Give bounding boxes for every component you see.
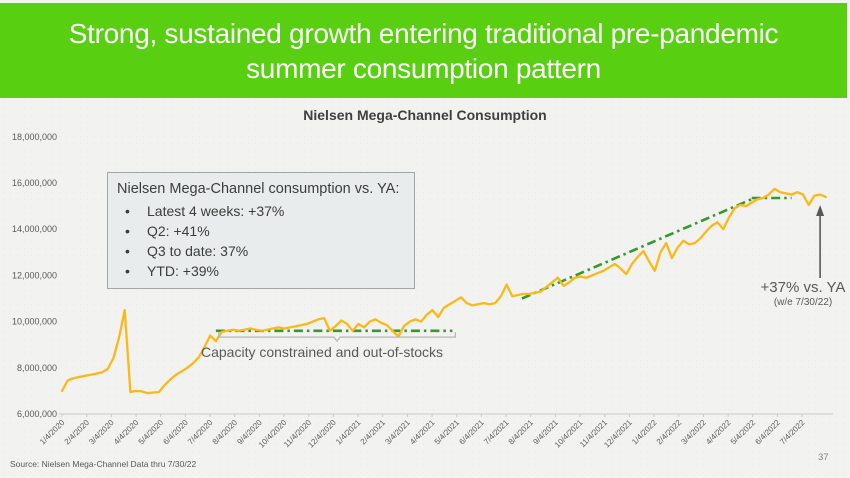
capacity-bracket <box>218 332 456 343</box>
x-axis-label: 7/4/2021 <box>482 418 511 447</box>
x-axis-label: 6/4/2020 <box>161 418 190 447</box>
capacity-annotation-label: Capacity constrained and out-of-stocks <box>201 344 444 360</box>
x-axis-label: 5/4/2021 <box>433 418 462 447</box>
x-axis-label: 4/4/2022 <box>704 418 733 447</box>
x-axis-label: 6/4/2022 <box>753 418 782 447</box>
summary-box-title: Nielsen Mega-Channel consumption vs. YA: <box>117 181 400 197</box>
ya-callout-value: +37% vs. YA <box>760 279 846 296</box>
summary-bullet: • Latest 4 weeks: +37% <box>117 201 405 221</box>
x-axis-label: 1/4/2020 <box>38 418 67 447</box>
x-axis-label: 3/4/2022 <box>679 418 708 447</box>
ya-callout-week: (w/e 7/30/22) <box>773 297 833 308</box>
y-axis-label: 10,000,000 <box>12 317 57 327</box>
x-axis-label: 5/4/2022 <box>729 418 758 447</box>
summary-bullet-list: • Latest 4 weeks: +37% • Q2: +41% • Q3 to dat… <box>117 201 405 281</box>
x-axis-label: 2/4/2020 <box>63 418 92 447</box>
page-number: 37 <box>818 452 829 463</box>
y-axis-label: 12,000,000 <box>12 270 57 280</box>
x-axis-label: 1/4/2022 <box>630 418 659 447</box>
summary-bullet: • Q2: +41% <box>117 221 405 241</box>
x-axis-label: 5/4/2020 <box>137 418 166 447</box>
x-axis-label: 8/4/2020 <box>211 418 240 447</box>
x-axis-label: 7/4/2020 <box>186 418 215 447</box>
trend-line-segment <box>521 198 753 300</box>
x-axis-label: 1/4/2021 <box>334 418 363 447</box>
x-axis-label: 3/4/2020 <box>87 418 116 447</box>
summary-bullet-text: Q3 to date: 37% <box>147 243 249 259</box>
ya-callout: +37% vs. YA (w/e 7/30/22) <box>755 279 850 309</box>
summary-bullet-text: YTD: +39% <box>147 263 219 279</box>
y-axis-label: 8,000,000 <box>17 363 57 373</box>
bullet-icon: • <box>125 263 130 279</box>
title-banner: Strong, sustained growth entering tradit… <box>0 3 847 98</box>
chart-title: Nielsen Mega-Channel Consumption <box>303 107 547 123</box>
x-axis-label: 6/4/2021 <box>457 418 486 447</box>
slide-title: Strong, sustained growth entering tradit… <box>68 16 779 86</box>
bullet-icon: • <box>125 243 130 259</box>
x-axis-label: 8/4/2021 <box>507 418 536 447</box>
bullet-icon: • <box>125 203 130 219</box>
slide-title-line2: summer consumption pattern <box>246 52 601 84</box>
summary-box: Nielsen Mega-Channel consumption vs. YA:… <box>107 172 415 289</box>
slide-title-line1: Strong, sustained growth entering tradit… <box>68 17 779 49</box>
x-axis-label: 4/4/2021 <box>408 418 437 447</box>
source-note: Source: Nielsen Mega-Channel Data thru 7… <box>10 459 197 469</box>
consumption-line <box>60 187 827 395</box>
x-axis-label: 2/4/2021 <box>359 418 388 447</box>
y-axis-label: 18,000,000 <box>12 132 57 142</box>
bullet-icon: • <box>125 223 130 239</box>
y-axis-label: 16,000,000 <box>12 178 57 188</box>
summary-bullet: • Q3 to date: 37% <box>117 241 405 261</box>
ya-arrowhead-icon <box>816 205 825 216</box>
summary-bullet-text: Q2: +41% <box>147 223 210 239</box>
x-axis-label: 7/4/2022 <box>778 418 807 447</box>
x-axis-label: 3/4/2021 <box>383 418 412 447</box>
y-axis-label: 6,000,000 <box>17 409 57 419</box>
y-axis-label: 14,000,000 <box>12 224 57 234</box>
x-axis-label: 4/4/2020 <box>112 418 141 447</box>
summary-bullet: • YTD: +39% <box>117 261 405 281</box>
x-axis-label: 2/4/2022 <box>655 418 684 447</box>
summary-bullet-text: Latest 4 weeks: +37% <box>147 203 285 219</box>
